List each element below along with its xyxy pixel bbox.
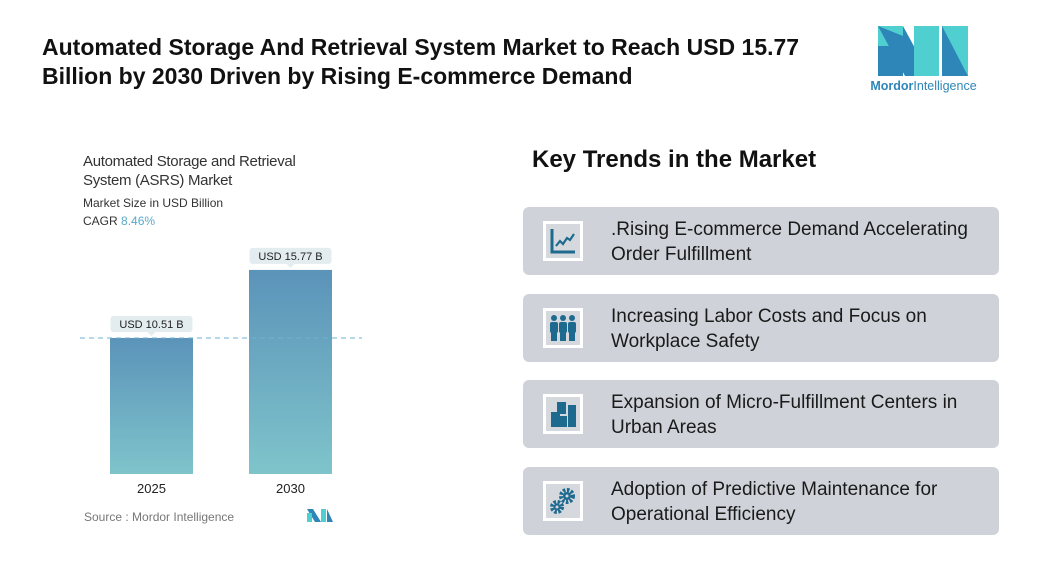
trend-label: .Rising E-commerce Demand Accelerating O… — [611, 219, 968, 265]
key-trends-title: Key Trends in the Market — [532, 146, 817, 173]
trend-label: Adoption of Predictive Maintenance for O… — [611, 479, 938, 525]
trend-card: .Rising E-commerce Demand Accelerating O… — [523, 207, 999, 275]
gears-icon — [543, 481, 583, 521]
logo-text: MordorIntelligence — [870, 79, 977, 93]
chart-subtitle: Market Size in USD Billion — [83, 196, 224, 210]
buildings-icon — [543, 394, 583, 434]
chart-title: Automated Storage and Retrieval System (… — [83, 153, 296, 189]
trend-card: Expansion of Micro-Fulfillment Centers i… — [523, 380, 999, 448]
cagr-value: 8.46% — [121, 214, 156, 228]
chart-cagr: CAGR 8.46% — [83, 214, 156, 228]
chart-source: Source : Mordor Intelligence — [84, 510, 235, 524]
trend-card: Increasing Labor Costs and Focus on Work… — [523, 294, 999, 362]
page-title: Automated Storage And Retrieval System M… — [42, 34, 800, 89]
line-chart-icon — [543, 221, 583, 261]
mini-logo — [307, 509, 333, 522]
trend-label: Increasing Labor Costs and Focus on Work… — [611, 306, 927, 352]
mordor-logo — [878, 26, 968, 76]
trend-label: Expansion of Micro-Fulfillment Centers i… — [611, 392, 958, 438]
people-icon — [543, 308, 583, 348]
trend-card: Adoption of Predictive Maintenance for O… — [523, 467, 999, 535]
